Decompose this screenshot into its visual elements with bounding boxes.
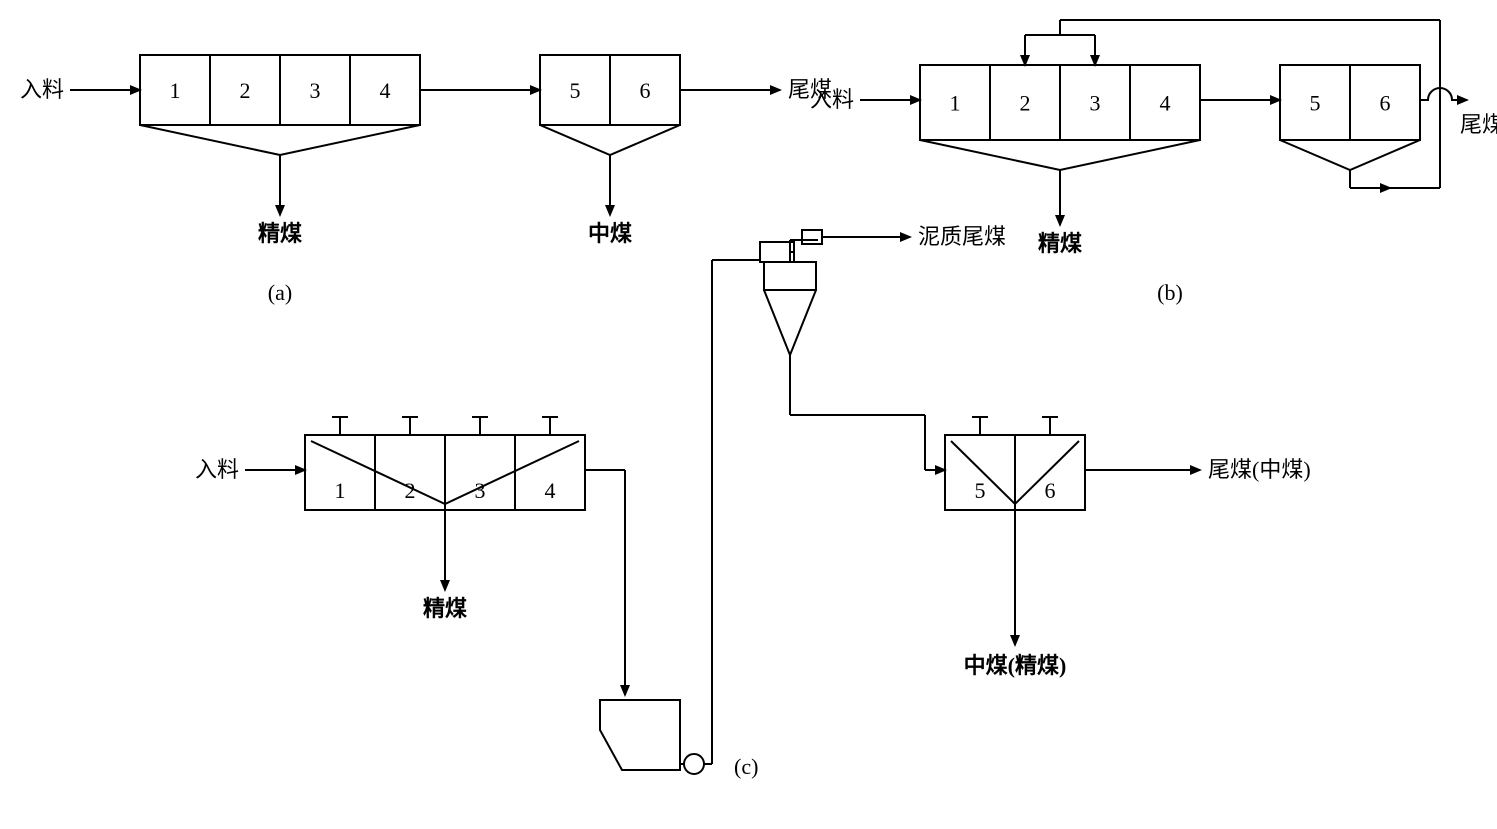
svg-text:5: 5 — [975, 478, 986, 503]
svg-text:5: 5 — [570, 78, 581, 103]
svg-text:1: 1 — [170, 78, 181, 103]
label-midclean: 中煤(精煤) — [964, 653, 1067, 678]
svg-text:6: 6 — [1380, 91, 1391, 116]
svg-text:3: 3 — [475, 478, 486, 503]
svg-text:精煤: 精煤 — [423, 596, 467, 621]
label-mid-a: 中煤 — [588, 221, 632, 246]
caption-c: (c) — [734, 754, 758, 779]
svg-text:6: 6 — [1045, 478, 1056, 503]
svg-text:1: 1 — [335, 478, 346, 503]
sump-icon — [600, 700, 680, 770]
pump-icon — [684, 754, 704, 774]
svg-text:2: 2 — [1020, 91, 1031, 116]
cyclone-icon — [764, 290, 816, 355]
svg-text:3: 3 — [1090, 91, 1101, 116]
label-mudtail: 泥质尾煤 — [918, 224, 1006, 249]
svg-text:6: 6 — [640, 78, 651, 103]
svg-text:2: 2 — [405, 478, 416, 503]
svg-text:5: 5 — [1310, 91, 1321, 116]
svg-text:3: 3 — [310, 78, 321, 103]
svg-text:(b): (b) — [1157, 280, 1183, 305]
svg-text:入料: 入料 — [810, 87, 854, 112]
svg-text:1: 1 — [950, 91, 961, 116]
label-feed-a: 入料 — [20, 77, 64, 102]
label-clean-a: 精煤 — [258, 221, 302, 246]
svg-text:4: 4 — [1160, 91, 1171, 116]
svg-text:4: 4 — [545, 478, 556, 503]
svg-text:入料: 入料 — [195, 457, 239, 482]
svg-text:尾煤: 尾煤 — [1460, 112, 1497, 137]
caption-a: (a) — [268, 280, 292, 305]
svg-text:4: 4 — [380, 78, 391, 103]
svg-text:2: 2 — [240, 78, 251, 103]
label-tailmid: 尾煤(中煤) — [1208, 457, 1311, 482]
svg-text:精煤: 精煤 — [1038, 231, 1082, 256]
